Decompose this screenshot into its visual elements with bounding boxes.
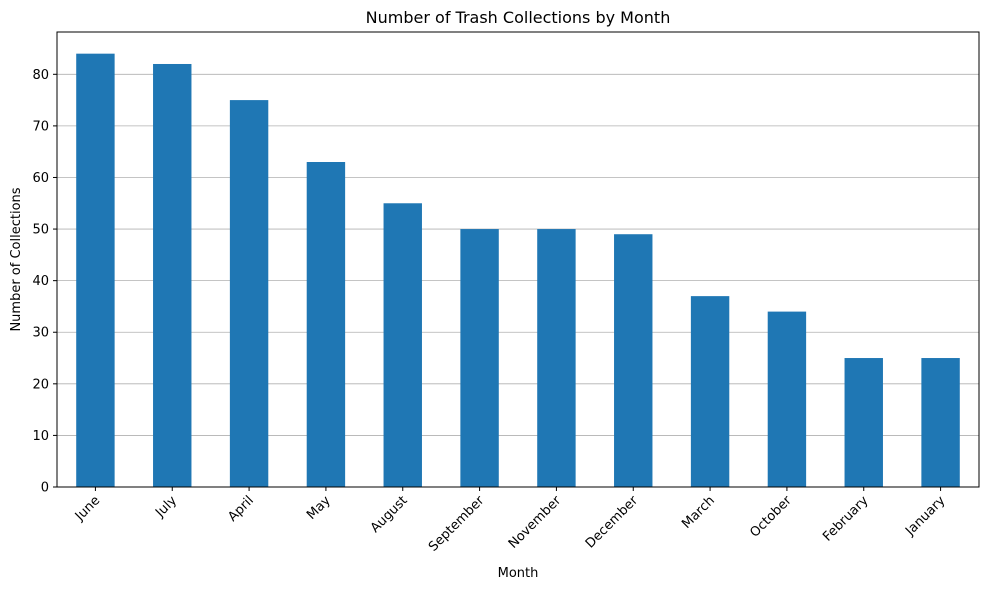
chart-title: Number of Trash Collections by Month (366, 8, 671, 27)
bar-july (153, 63, 192, 487)
x-tick-label-september: September (426, 493, 488, 555)
y-tick-label: 20 (32, 377, 49, 392)
bar-march (690, 296, 730, 487)
y-tick-label: 30 (32, 326, 49, 341)
y-tick-label: 10 (32, 429, 49, 444)
x-axis-label: Month (498, 566, 539, 581)
bars (76, 53, 960, 488)
y-tick-label: 40 (32, 274, 49, 289)
y-tick-label: 60 (32, 171, 49, 186)
x-tick-label-january: January (902, 493, 948, 539)
bar-october (767, 311, 807, 487)
y-tick-label: 80 (32, 68, 49, 83)
x-tick-label-august: August (368, 493, 411, 536)
x-tick-label-may: May (304, 493, 334, 523)
bar-may (306, 162, 346, 487)
y-tick-label: 0 (41, 481, 49, 496)
x-tick-label-june: June (72, 493, 103, 524)
x-tick-label-april: April (225, 493, 257, 525)
bar-september (460, 229, 499, 488)
bar-february (844, 358, 883, 487)
gridlines (57, 73, 979, 488)
x-tick-label-february: February (820, 493, 872, 545)
y-axis-label: Number of Collections (9, 187, 24, 331)
bar-april (229, 100, 269, 487)
y-axis-ticks: 0 10 20 30 40 50 60 70 80 (32, 68, 57, 496)
x-tick-label-march: March (679, 493, 718, 532)
bar-june (76, 53, 115, 488)
x-tick-label-july: July (152, 493, 180, 521)
y-tick-label: 50 (32, 223, 49, 238)
x-tick-label-december: December (583, 493, 642, 552)
x-tick-label-october: October (747, 493, 795, 541)
bar-december (614, 234, 653, 487)
plot-area-frame (56, 31, 980, 488)
bar-january (921, 358, 960, 487)
y-tick-label: 70 (32, 119, 49, 134)
bar-august (383, 203, 422, 487)
x-tick-label-november: November (506, 493, 565, 552)
x-axis-ticks: June July April May August September November D… (72, 487, 949, 555)
bar-november (537, 229, 576, 488)
